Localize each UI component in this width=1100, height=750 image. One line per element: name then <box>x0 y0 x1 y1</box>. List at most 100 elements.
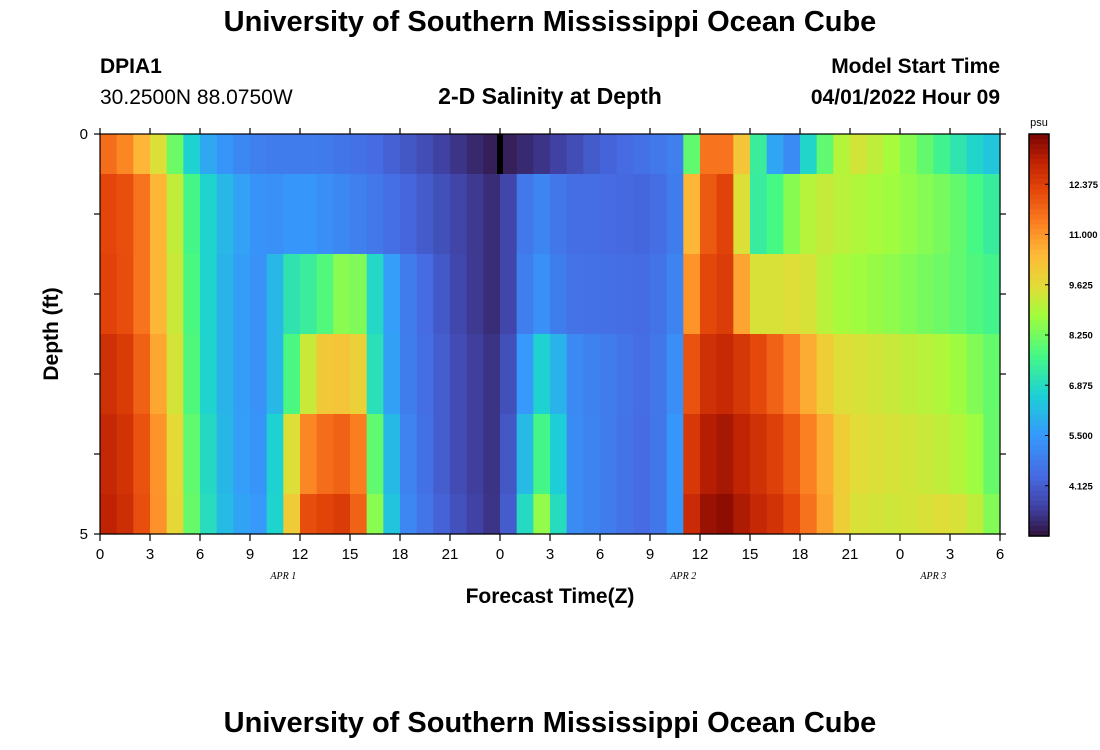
colorbar-segment <box>1029 410 1049 417</box>
heatmap-cell <box>500 254 518 335</box>
colorbar-segment <box>1029 144 1049 150</box>
heatmap-cell <box>116 134 134 175</box>
colorbar-segment <box>1029 505 1049 512</box>
colorbar-segment <box>1029 159 1049 165</box>
heatmap-cell <box>633 174 651 255</box>
heatmap-cell <box>600 414 618 495</box>
heatmap-cell <box>850 414 868 495</box>
heatmap-cell <box>750 254 768 335</box>
heatmap-cell <box>650 334 668 415</box>
heatmap-cell <box>350 174 368 255</box>
colorbar-segment <box>1029 370 1049 376</box>
heatmap-cell <box>600 174 618 255</box>
colorbar-segment <box>1029 194 1049 200</box>
station-coordinates: 30.2500N 88.0750W <box>100 86 293 109</box>
heatmap-cell <box>383 254 401 335</box>
heatmap-cell <box>516 174 534 255</box>
heatmap-cell <box>933 134 951 175</box>
heatmap-cell <box>633 494 651 535</box>
heatmap-cell <box>583 134 601 175</box>
heatmap-cell <box>450 174 468 255</box>
heatmap-cell <box>650 254 668 335</box>
heatmap-cell <box>116 254 134 335</box>
heatmap-cell <box>683 414 701 495</box>
heatmap-cell <box>816 254 834 335</box>
heatmap-cell <box>133 334 151 415</box>
colorbar-segment <box>1029 525 1049 532</box>
heatmap-cell <box>216 254 234 335</box>
heatmap-cell <box>650 174 668 255</box>
heatmap-cell <box>100 134 118 175</box>
colorbar-segment <box>1029 189 1049 195</box>
x-tick-label: 12 <box>692 546 709 563</box>
heatmap-cell <box>950 414 968 495</box>
colorbar-segment <box>1029 329 1049 336</box>
heatmap-cell <box>100 254 118 335</box>
y-tick-label: 5 <box>80 526 88 543</box>
colorbar-segment <box>1029 460 1049 467</box>
colorbar-segment <box>1029 209 1049 216</box>
heatmap-cell <box>883 494 901 535</box>
heatmap-cell <box>166 174 184 255</box>
colorbar-segment <box>1029 229 1049 236</box>
heatmap-cell <box>966 254 984 335</box>
colorbar-segment <box>1029 294 1049 301</box>
heatmap-cell <box>166 494 184 535</box>
heatmap-cell <box>616 494 634 535</box>
heatmap-cell <box>666 254 684 335</box>
heatmap-cell <box>716 174 734 255</box>
y-axis-label: Depth (ft) <box>40 287 63 380</box>
heatmap-cell <box>516 134 534 175</box>
heatmap-cell <box>450 494 468 535</box>
heatmap-cell <box>233 254 251 335</box>
x-tick-label: 12 <box>292 546 309 563</box>
x-tick-label: 9 <box>646 546 654 563</box>
colorbar-segment <box>1029 490 1049 497</box>
colorbar-segment <box>1029 425 1049 432</box>
colorbar-segment <box>1029 400 1049 406</box>
heatmap-cell <box>300 174 318 255</box>
heatmap-cell <box>200 134 218 175</box>
heatmap-cell <box>333 334 351 415</box>
heatmap-cell <box>850 174 868 255</box>
heatmap-cell <box>566 134 584 175</box>
heatmap-cell <box>483 414 501 495</box>
heatmap-cell <box>333 174 351 255</box>
heatmap-cell <box>283 494 301 535</box>
heatmap-cell <box>766 134 784 175</box>
colorbar-segment <box>1029 345 1049 351</box>
heatmap-cell <box>383 334 401 415</box>
heatmap-cell <box>416 134 434 175</box>
colorbar-segment <box>1029 149 1049 155</box>
heatmap-cell <box>300 254 318 335</box>
heatmap-cell <box>933 174 951 255</box>
heatmap-cell <box>566 174 584 255</box>
heatmap-cell <box>533 334 551 415</box>
colorbar-segment <box>1029 274 1049 281</box>
colorbar-segment <box>1029 385 1049 391</box>
heatmap-cell <box>916 414 934 495</box>
heatmap-cell <box>466 134 484 175</box>
x-tick-label: 6 <box>996 546 1004 563</box>
heatmap-cell <box>500 174 518 255</box>
heatmap-cell <box>433 414 451 495</box>
heatmap-cell <box>116 334 134 415</box>
heatmap-cell <box>416 174 434 255</box>
heatmap-cell <box>133 174 151 255</box>
heatmap-cell <box>383 134 401 175</box>
heatmap-cell <box>150 174 168 255</box>
heatmap-cell <box>500 334 518 415</box>
heatmap-cell <box>450 334 468 415</box>
heatmap-cell <box>216 494 234 535</box>
heatmap-cell <box>316 134 334 175</box>
x-axis-label: Forecast Time(Z) <box>466 585 635 608</box>
colorbar-segment <box>1029 279 1049 286</box>
heatmap-cell <box>533 414 551 495</box>
colorbar-segment <box>1029 224 1049 231</box>
heatmap-cell <box>200 494 218 535</box>
heatmap-cell <box>950 134 968 175</box>
heatmap-cell <box>683 494 701 535</box>
heatmap-cell <box>933 254 951 335</box>
heatmap-cell <box>866 254 884 335</box>
x-tick-label: 0 <box>896 546 904 563</box>
